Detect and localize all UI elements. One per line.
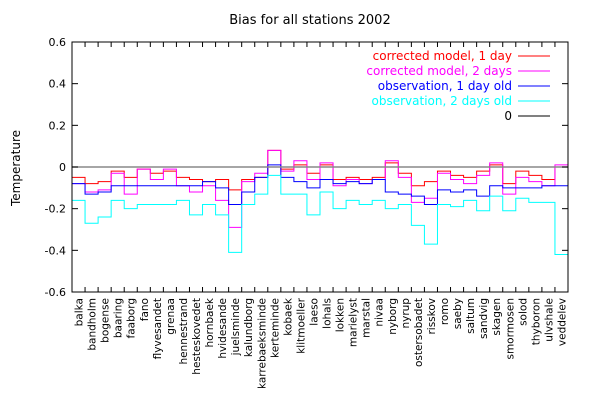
x-tick-label: skagen — [491, 298, 503, 336]
x-tick-label: veddelev — [556, 298, 568, 346]
y-tick-label: 0.4 — [49, 78, 67, 91]
x-tick-label: sandvig — [478, 298, 490, 339]
x-tick-label: solod — [517, 298, 529, 326]
legend-label: observation, 1 day old — [378, 79, 512, 93]
y-tick-label: 0 — [59, 161, 66, 174]
x-tick-label: bogense — [100, 298, 112, 343]
legend-label: corrected model, 2 days — [366, 64, 512, 78]
y-tick-label: -0.6 — [45, 286, 66, 299]
x-tick-label: risskov — [426, 298, 438, 335]
y-tick-label: -0.4 — [45, 244, 66, 257]
x-tick-label: hennestrand — [178, 298, 190, 365]
x-tick-label: ostersobadet — [413, 298, 425, 367]
legend-label: observation, 2 days old — [372, 94, 512, 108]
x-tick-label: karrebaeksminde — [256, 298, 268, 389]
x-tick-label: bandholm — [87, 298, 99, 351]
legend-label: corrected model, 1 day — [373, 49, 512, 63]
x-tick-label: hvidesande — [217, 298, 229, 359]
x-tick-label: nivaa — [374, 298, 386, 327]
x-tick-label: hornbaek — [204, 297, 216, 347]
y-tick-label: -0.2 — [45, 203, 66, 216]
x-tick-label: saeby — [452, 298, 464, 329]
x-tick-label: grenaa — [165, 298, 177, 335]
x-tick-label: hesteskovedet — [191, 298, 203, 375]
x-tick-label: balka — [74, 298, 86, 326]
x-tick-label: saltum — [465, 298, 477, 334]
x-tick-label: kerteminde — [269, 298, 281, 358]
y-tick-label: 0.6 — [49, 36, 67, 49]
x-tick-label: juelsminde — [230, 298, 242, 356]
x-tick-label: faaborg — [126, 298, 138, 338]
x-tick-label: kobaek — [282, 297, 294, 336]
x-tick-label: thyboron — [530, 298, 542, 345]
x-tick-label: lohals — [322, 298, 334, 329]
series-group — [72, 149, 568, 255]
x-tick-label: flyvesandet — [152, 298, 164, 359]
legend-label: 0 — [504, 109, 512, 123]
x-tick-label: kalundborg — [243, 298, 255, 357]
x-tick-label: marstal — [361, 298, 373, 338]
series-line-2 — [72, 164, 568, 205]
x-tick-label: lokken — [335, 298, 347, 332]
x-tick-label: baaring — [113, 298, 125, 338]
x-tick-label: marielyst — [348, 298, 360, 347]
x-tick-label: nyrup — [400, 298, 412, 329]
x-tick-label: nyborg — [387, 298, 399, 335]
x-tick-label: fano — [139, 298, 151, 321]
chart-title: Bias for all stations 2002 — [229, 13, 390, 28]
x-tick-label: ulvshale — [543, 298, 555, 342]
y-axis-label: Temperature — [9, 130, 23, 207]
series-line-1 — [72, 149, 568, 228]
x-tick-label: smormosen — [504, 298, 516, 360]
x-tick-label: laeso — [308, 298, 320, 326]
y-tick-label: 0.2 — [49, 119, 67, 132]
x-tick-label: klitmoeller — [295, 297, 307, 353]
series-line-3 — [72, 174, 568, 255]
x-tick-label: romo — [439, 298, 451, 325]
